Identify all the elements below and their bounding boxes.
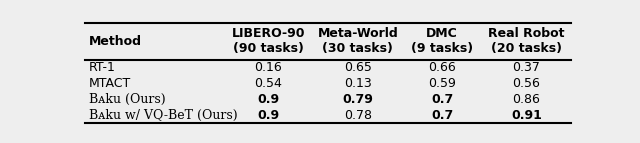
Text: 0.7: 0.7 [431, 109, 453, 122]
Text: RT-1: RT-1 [89, 61, 116, 75]
Text: 0.9: 0.9 [257, 109, 280, 122]
Text: 0.13: 0.13 [344, 77, 372, 90]
Text: Method: Method [89, 35, 142, 48]
Text: LIBERO-90
(90 tasks): LIBERO-90 (90 tasks) [232, 27, 305, 55]
Text: 0.7: 0.7 [431, 93, 453, 106]
Text: Real Robot
(20 tasks): Real Robot (20 tasks) [488, 27, 564, 55]
Text: Meta-World
(30 tasks): Meta-World (30 tasks) [317, 27, 398, 55]
Text: 0.56: 0.56 [513, 77, 540, 90]
Text: 0.86: 0.86 [513, 93, 540, 106]
Text: 0.59: 0.59 [428, 77, 456, 90]
Text: 0.54: 0.54 [255, 77, 282, 90]
Text: 0.37: 0.37 [513, 61, 540, 75]
Text: Bᴀku (Ours): Bᴀku (Ours) [89, 93, 166, 106]
Text: 0.79: 0.79 [342, 93, 373, 106]
Text: 0.16: 0.16 [255, 61, 282, 75]
Text: 0.78: 0.78 [344, 109, 372, 122]
Text: MTACT: MTACT [89, 77, 131, 90]
Text: 0.65: 0.65 [344, 61, 372, 75]
Text: 0.91: 0.91 [511, 109, 542, 122]
Text: Bᴀku w/ VQ-BeT (Ours): Bᴀku w/ VQ-BeT (Ours) [89, 109, 237, 122]
Text: DMC
(9 tasks): DMC (9 tasks) [411, 27, 473, 55]
Text: 0.66: 0.66 [428, 61, 456, 75]
Text: 0.9: 0.9 [257, 93, 280, 106]
